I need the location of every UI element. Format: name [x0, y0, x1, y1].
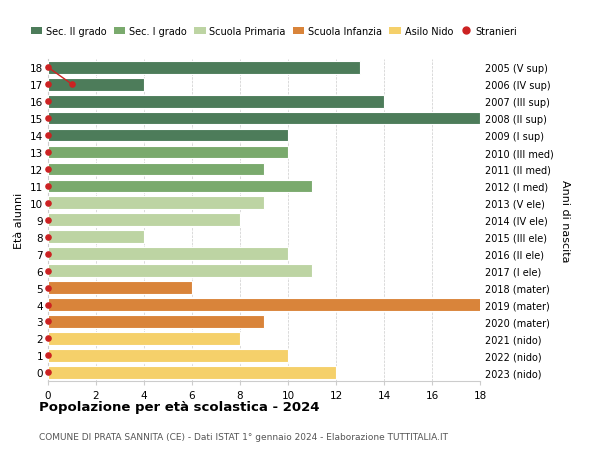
Point	[43, 132, 53, 140]
Point	[43, 318, 53, 325]
Bar	[48, 197, 264, 210]
Bar	[48, 231, 144, 244]
Point	[43, 200, 53, 207]
Point	[43, 301, 53, 308]
Point	[43, 352, 53, 359]
Bar	[48, 349, 288, 362]
Point	[43, 369, 53, 376]
Point	[43, 335, 53, 342]
Bar	[48, 62, 360, 74]
Bar	[48, 95, 384, 108]
Bar	[48, 298, 504, 311]
Legend: Sec. II grado, Sec. I grado, Scuola Primaria, Scuola Infanzia, Asilo Nido, Stran: Sec. II grado, Sec. I grado, Scuola Prim…	[27, 23, 521, 40]
Bar	[48, 112, 480, 125]
Point	[43, 64, 53, 72]
Bar	[48, 282, 192, 294]
Bar	[48, 265, 312, 277]
Text: Popolazione per età scolastica - 2024: Popolazione per età scolastica - 2024	[39, 400, 320, 413]
Bar	[48, 214, 240, 227]
Point	[67, 81, 77, 89]
Y-axis label: Anni di nascita: Anni di nascita	[560, 179, 570, 262]
Bar	[48, 180, 312, 193]
Point	[43, 149, 53, 157]
Bar	[48, 78, 144, 91]
Point	[43, 251, 53, 258]
Text: COMUNE DI PRATA SANNITA (CE) - Dati ISTAT 1° gennaio 2024 - Elaborazione TUTTITA: COMUNE DI PRATA SANNITA (CE) - Dati ISTA…	[39, 431, 448, 441]
Bar	[48, 366, 336, 379]
Point	[43, 115, 53, 123]
Point	[43, 217, 53, 224]
Bar	[48, 248, 288, 260]
Point	[43, 284, 53, 291]
Y-axis label: Età alunni: Età alunni	[14, 192, 25, 248]
Point	[43, 268, 53, 275]
Bar	[48, 332, 240, 345]
Bar	[48, 163, 264, 176]
Point	[43, 183, 53, 190]
Bar	[48, 146, 288, 159]
Point	[43, 166, 53, 173]
Point	[43, 81, 53, 89]
Point	[43, 234, 53, 241]
Bar	[48, 129, 288, 142]
Point	[43, 98, 53, 106]
Bar	[48, 315, 264, 328]
